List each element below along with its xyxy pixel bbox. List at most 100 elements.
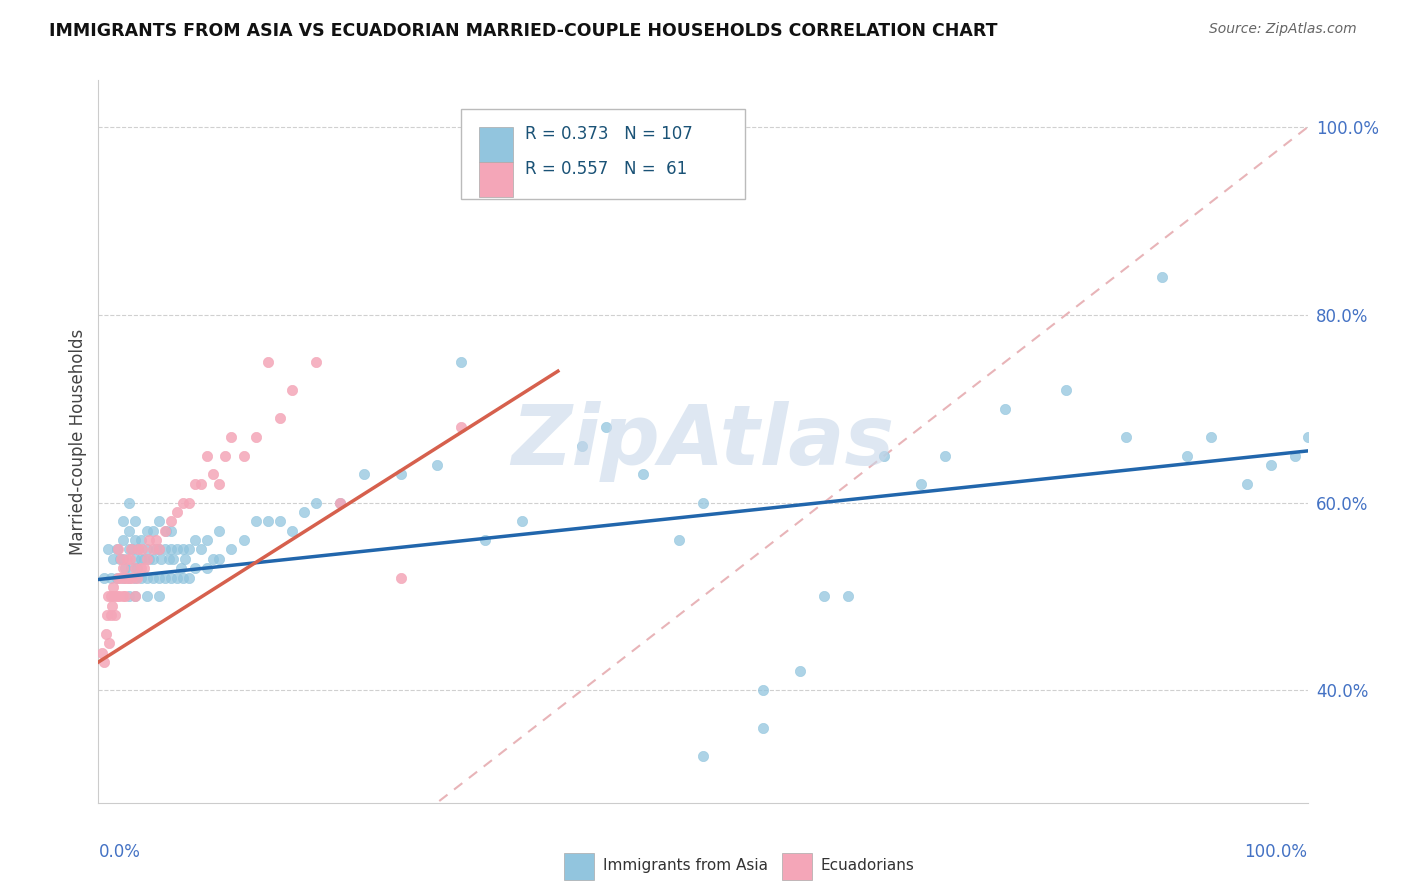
Point [129, 551, 152, 566]
Point [179, 495, 201, 509]
Point [305, 495, 328, 509]
Point [124, 551, 146, 566]
Point [214, 449, 236, 463]
Point [142, 551, 165, 566]
Point [172, 571, 194, 585]
Point [118, 551, 141, 566]
Text: Ecuadorians: Ecuadorians [820, 858, 914, 873]
Point [129, 571, 152, 585]
Point [1236, 476, 1258, 491]
Point [97, 590, 120, 604]
Point [1284, 449, 1306, 463]
FancyBboxPatch shape [461, 109, 745, 200]
Point [124, 561, 146, 575]
Point [138, 533, 160, 547]
Point [692, 748, 714, 763]
Point [117, 551, 139, 566]
Point [135, 551, 157, 566]
Point [124, 514, 146, 528]
Text: 0.0%: 0.0% [98, 843, 141, 861]
Point [256, 355, 278, 369]
Point [166, 542, 188, 557]
Point [329, 495, 352, 509]
Point [96, 608, 118, 623]
Point [692, 495, 714, 509]
Point [166, 571, 188, 585]
Point [1296, 430, 1319, 444]
Text: Source: ZipAtlas.com: Source: ZipAtlas.com [1209, 22, 1357, 37]
Point [114, 561, 136, 575]
Point [256, 514, 278, 528]
Point [127, 561, 149, 575]
Point [155, 524, 177, 538]
Point [131, 542, 153, 557]
Point [160, 571, 183, 585]
Y-axis label: Married-couple Households: Married-couple Households [69, 328, 87, 555]
Point [111, 590, 134, 604]
Point [208, 524, 231, 538]
Point [111, 571, 134, 585]
Point [118, 590, 141, 604]
Point [118, 524, 141, 538]
Point [107, 542, 129, 557]
Text: R = 0.557   N =  61: R = 0.557 N = 61 [526, 161, 688, 178]
Point [145, 542, 167, 557]
Point [142, 524, 165, 538]
Point [202, 551, 225, 566]
Point [631, 467, 654, 482]
Point [145, 533, 167, 547]
Point [281, 524, 304, 538]
Point [93, 655, 115, 669]
Point [142, 542, 165, 557]
Point [474, 533, 496, 547]
Point [129, 561, 152, 575]
Point [121, 542, 143, 557]
Point [281, 383, 304, 397]
Point [142, 571, 165, 585]
Point [107, 571, 129, 585]
Point [135, 542, 157, 557]
Point [162, 551, 184, 566]
Point [138, 551, 160, 566]
Point [101, 580, 124, 594]
Point [120, 542, 142, 557]
Point [190, 476, 212, 491]
Point [148, 542, 170, 557]
Point [329, 495, 352, 509]
Point [105, 571, 128, 585]
Point [934, 449, 956, 463]
Point [1054, 383, 1077, 397]
Point [184, 476, 207, 491]
Point [450, 420, 472, 434]
Point [179, 571, 201, 585]
Point [104, 608, 127, 623]
Point [172, 542, 194, 557]
Point [160, 524, 183, 538]
Point [190, 542, 212, 557]
Point [100, 571, 122, 585]
Point [127, 571, 149, 585]
FancyBboxPatch shape [479, 162, 513, 196]
Point [269, 514, 291, 528]
Point [389, 467, 412, 482]
Point [103, 590, 125, 604]
Point [100, 608, 122, 623]
Text: IMMIGRANTS FROM ASIA VS ECUADORIAN MARRIED-COUPLE HOUSEHOLDS CORRELATION CHART: IMMIGRANTS FROM ASIA VS ECUADORIAN MARRI… [49, 22, 998, 40]
Point [595, 420, 617, 434]
Point [245, 514, 267, 528]
Point [160, 542, 183, 557]
Point [135, 590, 157, 604]
Point [100, 590, 122, 604]
FancyBboxPatch shape [479, 128, 513, 162]
Point [195, 561, 218, 575]
Point [389, 571, 412, 585]
Point [108, 590, 131, 604]
FancyBboxPatch shape [564, 853, 595, 880]
Point [837, 590, 859, 604]
Point [105, 542, 128, 557]
Point [195, 533, 218, 547]
Point [353, 467, 375, 482]
Point [127, 542, 149, 557]
Point [202, 467, 225, 482]
Point [184, 533, 207, 547]
